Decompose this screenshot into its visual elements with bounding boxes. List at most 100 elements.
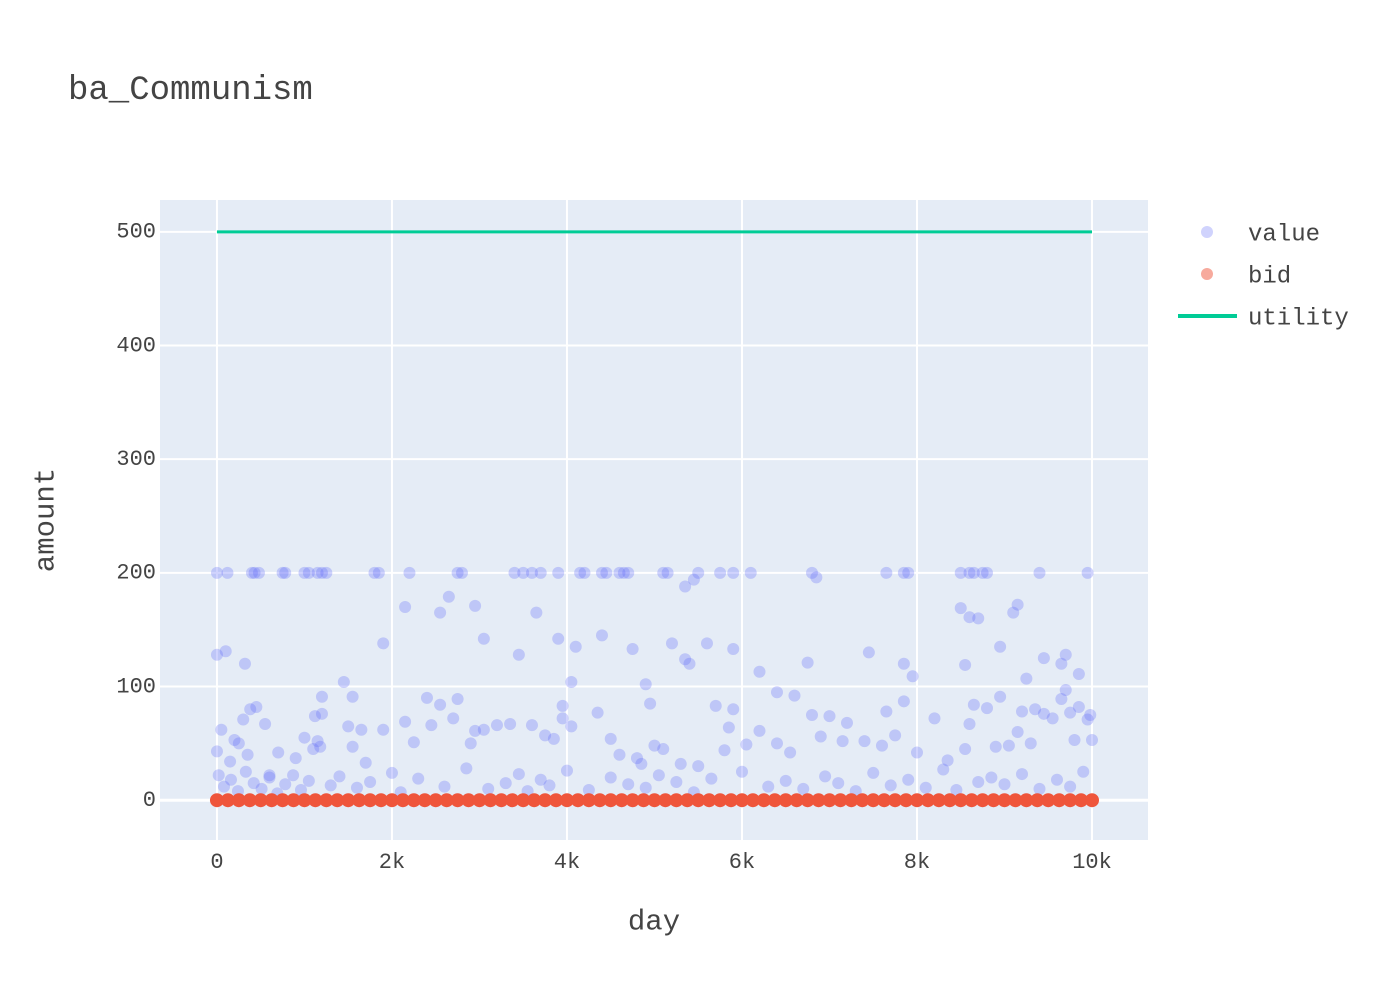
point — [866, 793, 881, 808]
x-axis-title: day — [628, 906, 680, 939]
point — [657, 743, 670, 756]
point — [259, 718, 272, 731]
point — [897, 657, 910, 670]
point — [314, 740, 327, 753]
point — [622, 778, 635, 791]
legend-label: bid — [1248, 263, 1291, 290]
point — [1007, 606, 1020, 619]
point — [237, 713, 250, 726]
point — [517, 566, 530, 579]
point — [279, 566, 292, 579]
point — [438, 780, 451, 793]
point — [862, 646, 875, 659]
point — [407, 736, 420, 749]
point — [805, 708, 818, 721]
point — [1052, 793, 1067, 808]
x-tick-label: 4k — [554, 850, 580, 875]
point — [1084, 708, 1097, 721]
point — [954, 602, 967, 615]
point — [461, 793, 476, 808]
point — [224, 755, 237, 768]
point — [315, 566, 328, 579]
point — [578, 566, 591, 579]
x-tick-label: 10k — [1072, 850, 1112, 875]
point — [997, 793, 1012, 808]
point — [976, 566, 989, 579]
point — [844, 793, 859, 808]
point — [931, 793, 946, 808]
point — [247, 777, 260, 790]
point — [1064, 780, 1077, 793]
point — [350, 781, 363, 794]
point — [556, 712, 569, 725]
point — [552, 632, 565, 645]
y-tick-label: 500 — [116, 220, 156, 245]
point — [315, 707, 328, 720]
point — [399, 600, 412, 613]
point — [980, 702, 993, 715]
point — [613, 566, 626, 579]
point — [1081, 713, 1094, 726]
point — [661, 566, 674, 579]
point — [534, 773, 547, 786]
point — [341, 793, 356, 808]
point — [346, 690, 359, 703]
point — [570, 793, 585, 808]
point — [858, 735, 871, 748]
point — [264, 793, 279, 808]
point — [967, 566, 980, 579]
point — [591, 706, 604, 719]
point — [477, 723, 490, 736]
point — [377, 637, 390, 650]
point — [319, 793, 334, 808]
point — [333, 770, 346, 783]
point — [1011, 726, 1024, 739]
point — [447, 712, 460, 725]
point — [220, 793, 235, 808]
point — [297, 793, 312, 808]
point — [639, 781, 652, 794]
point — [455, 566, 468, 579]
point — [574, 566, 587, 579]
point — [700, 637, 713, 650]
point — [311, 735, 324, 748]
point — [630, 752, 643, 765]
point — [384, 793, 399, 808]
point — [805, 566, 818, 579]
point — [565, 720, 578, 733]
point — [263, 769, 276, 782]
y-tick-label: 0 — [143, 788, 156, 813]
point — [255, 782, 268, 795]
point — [499, 777, 512, 790]
point — [530, 606, 543, 619]
point — [224, 773, 237, 786]
point — [823, 710, 836, 723]
point — [539, 729, 552, 742]
point — [963, 611, 976, 624]
point — [595, 566, 608, 579]
point — [1055, 693, 1068, 706]
point — [1059, 648, 1072, 661]
point — [778, 793, 793, 808]
point — [980, 566, 993, 579]
point — [683, 657, 696, 670]
point — [959, 743, 972, 756]
point — [581, 793, 596, 808]
point — [342, 720, 355, 733]
point — [559, 793, 574, 808]
point — [959, 658, 972, 671]
point — [547, 732, 560, 745]
point — [302, 566, 315, 579]
point — [248, 566, 261, 579]
point — [276, 566, 289, 579]
point — [294, 783, 307, 796]
point — [1084, 793, 1099, 808]
point — [888, 793, 903, 808]
point — [1085, 733, 1098, 746]
point — [352, 793, 367, 808]
point — [525, 566, 538, 579]
point — [880, 566, 893, 579]
point — [298, 566, 311, 579]
point — [964, 793, 979, 808]
point — [494, 793, 509, 808]
